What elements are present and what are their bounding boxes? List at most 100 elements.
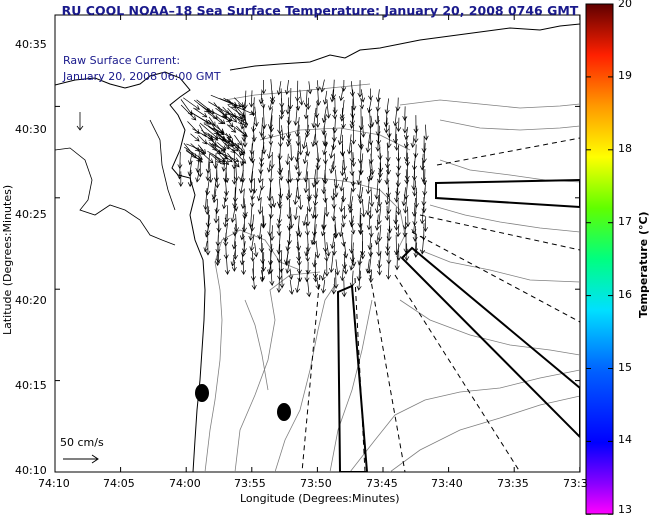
- current-vector: [303, 171, 309, 194]
- current-vector: [375, 134, 381, 152]
- current-vector: [205, 141, 222, 155]
- current-vector: [333, 179, 339, 198]
- current-vector: [243, 108, 249, 129]
- colorbar-tick-label: 18: [618, 142, 632, 155]
- current-vector: [331, 126, 337, 143]
- current-vector: [375, 115, 381, 137]
- current-vector: [232, 223, 238, 237]
- current-vector: [395, 170, 401, 188]
- colorbar-tick-label: 16: [618, 288, 632, 301]
- current-vector: [306, 197, 312, 213]
- current-vector: [366, 215, 372, 231]
- river: [149, 119, 176, 211]
- current-vector: [197, 161, 203, 178]
- current-vector: [330, 79, 337, 100]
- current-vector: [239, 169, 245, 183]
- current-vector: [395, 180, 401, 197]
- current-vector: [268, 97, 274, 111]
- current-vector: [410, 135, 416, 148]
- current-vector: [276, 279, 282, 294]
- current-vector: [271, 196, 277, 208]
- current-vector: [231, 125, 248, 137]
- current-vector: [266, 160, 272, 173]
- current-vector: [315, 80, 321, 92]
- current-vector: [251, 126, 257, 143]
- current-vector: [215, 107, 233, 122]
- current-vector: [234, 115, 243, 125]
- current-vector: [374, 214, 380, 231]
- current-vector: [374, 196, 380, 214]
- current-vector: [259, 234, 265, 253]
- current-vector: [193, 107, 208, 118]
- radar-beams-dashed: [301, 137, 580, 472]
- current-vector: [285, 233, 291, 252]
- y-tick-label: 40:15: [15, 379, 47, 392]
- current-vector: [277, 197, 283, 209]
- y-tick-label: 40:25: [15, 208, 47, 221]
- current-vector: [365, 178, 371, 195]
- current-vector: [257, 170, 263, 184]
- current-vector: [259, 178, 265, 191]
- current-vector: [351, 124, 357, 145]
- current-vector: [374, 232, 380, 246]
- current-vector: [329, 161, 335, 174]
- current-vector: [276, 214, 282, 229]
- y-axis-ticks: [55, 14, 580, 473]
- current-vector: [315, 152, 321, 171]
- current-vector: [403, 142, 409, 162]
- current-vector: [376, 125, 382, 145]
- current-vector: [304, 270, 310, 283]
- current-vector: [215, 251, 221, 264]
- current-vector: [239, 179, 244, 194]
- current-vector: [387, 215, 393, 234]
- current-vector: [269, 115, 275, 133]
- buoy-marker-east: [277, 403, 291, 421]
- current-vector: [305, 251, 310, 262]
- current-vector: [322, 90, 328, 105]
- current-vector: [331, 241, 337, 256]
- current-vector: [378, 153, 384, 173]
- current-vector: [287, 162, 293, 183]
- current-vector: [365, 259, 371, 274]
- current-vector: [203, 240, 209, 253]
- current-vector: [298, 89, 304, 106]
- x-tick-label: 74:05: [103, 477, 135, 490]
- y-tick-label: 40:20: [15, 294, 47, 307]
- current-vector: [350, 152, 356, 168]
- current-vector: [213, 207, 219, 224]
- current-vector: [377, 162, 383, 178]
- current-vector: [392, 124, 398, 144]
- current-vector: [295, 124, 301, 147]
- current-vector: [413, 115, 419, 134]
- current-vector: [337, 125, 343, 146]
- current-vector: [301, 134, 307, 150]
- current-vector: [257, 188, 262, 202]
- current-vector: [341, 279, 347, 298]
- current-vector: [229, 113, 249, 125]
- current-vector: [361, 198, 367, 218]
- current-vector: [413, 242, 419, 258]
- x-tick-label: 73:45: [366, 477, 398, 490]
- current-vector: [231, 259, 237, 272]
- current-vector: [402, 224, 408, 238]
- current-vector: [339, 160, 345, 177]
- current-vector: [221, 198, 227, 210]
- colorbar-label: Temperature (°C): [637, 211, 650, 318]
- current-vector: [250, 250, 256, 262]
- current-vector: [375, 89, 381, 103]
- current-vector: [358, 223, 364, 236]
- current-vector: [192, 128, 214, 141]
- current-vector: [231, 169, 237, 185]
- colorbar: [585, 3, 614, 515]
- current-vector: [419, 206, 425, 225]
- current-vector: [228, 138, 245, 156]
- current-vector: [296, 234, 301, 251]
- current-vector: [186, 143, 204, 152]
- current-vector: [251, 268, 257, 290]
- current-vector: [359, 98, 365, 110]
- current-vector: [324, 198, 330, 217]
- current-vector: [377, 224, 383, 242]
- current-vector: [374, 179, 380, 200]
- bathymetry-contours: [204, 83, 580, 472]
- current-vector: [190, 133, 200, 142]
